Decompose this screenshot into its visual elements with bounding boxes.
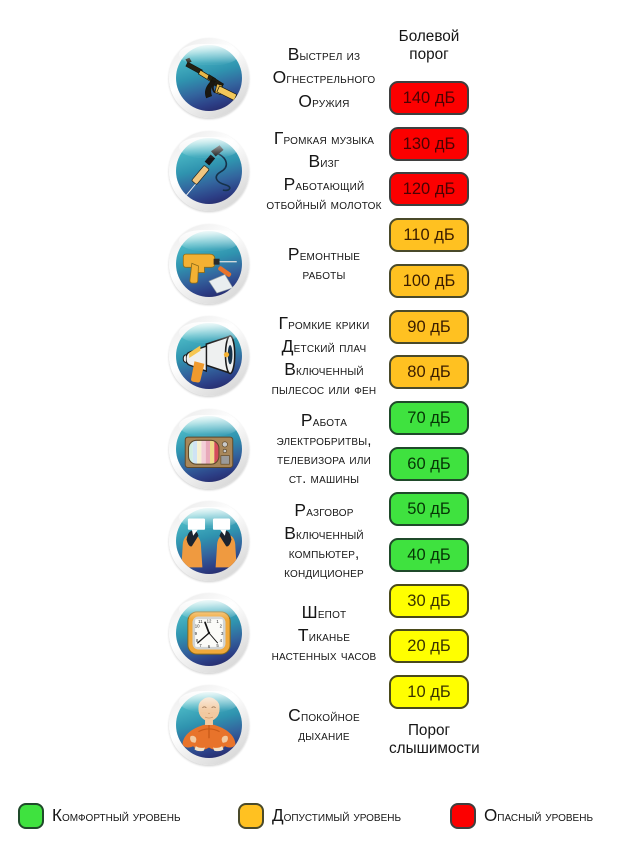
svg-text:10: 10 — [195, 624, 200, 629]
